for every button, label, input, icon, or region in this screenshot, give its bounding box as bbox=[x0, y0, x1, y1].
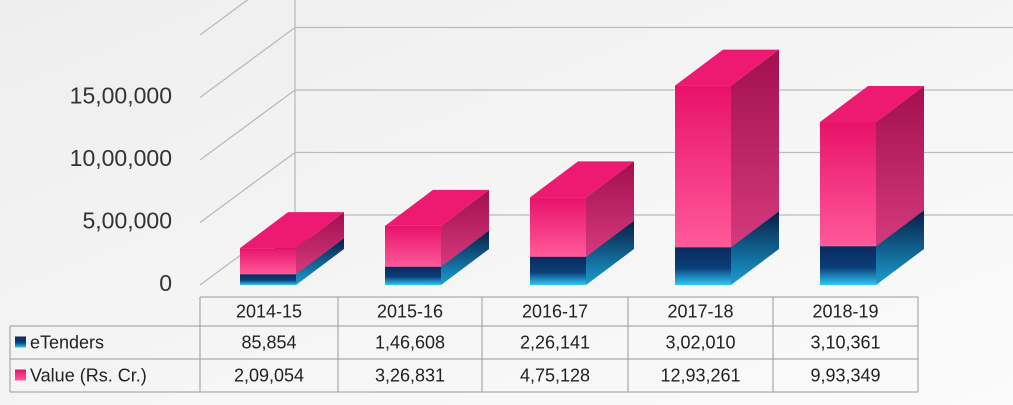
x-tick-label: 2016-17 bbox=[522, 301, 588, 321]
bar bbox=[385, 266, 441, 285]
table-value: 1,46,608 bbox=[375, 332, 445, 352]
bar-side bbox=[441, 189, 489, 267]
table-value: 4,75,128 bbox=[520, 365, 590, 385]
bar-side bbox=[731, 211, 779, 285]
bar bbox=[240, 274, 296, 285]
bar bbox=[675, 85, 731, 248]
bar-top bbox=[675, 49, 779, 86]
bar bbox=[675, 247, 731, 285]
table-value: 2,26,141 bbox=[520, 332, 590, 352]
bar bbox=[820, 122, 876, 247]
table-value: 3,26,831 bbox=[375, 365, 445, 385]
table-value: 12,93,261 bbox=[660, 365, 740, 385]
bar-top bbox=[240, 212, 344, 249]
bar-side bbox=[586, 220, 634, 285]
bar-side bbox=[586, 161, 634, 257]
x-tick-label: 2018-19 bbox=[812, 301, 878, 321]
y-tick-label: 15,00,000 bbox=[70, 83, 172, 109]
bar-side bbox=[296, 212, 344, 275]
bar-side bbox=[441, 230, 489, 285]
table-value: 3,02,010 bbox=[665, 332, 735, 352]
y-tick-label: 0 bbox=[159, 270, 172, 296]
x-tick-label: 2017-18 bbox=[667, 301, 733, 321]
legend-swatch bbox=[15, 369, 26, 381]
bar-top bbox=[530, 161, 634, 198]
legend-swatch bbox=[15, 336, 26, 348]
bar bbox=[240, 248, 296, 275]
bar-side bbox=[296, 238, 344, 285]
legend-label: eTenders bbox=[30, 332, 104, 352]
bar bbox=[530, 256, 586, 285]
bar bbox=[820, 246, 876, 285]
bar-side bbox=[876, 210, 924, 285]
legend-label: Value (Rs. Cr.) bbox=[30, 365, 147, 385]
x-tick-label: 2015-16 bbox=[377, 301, 443, 321]
table-value: 3,10,361 bbox=[810, 332, 880, 352]
y-tick-label: 5,00,000 bbox=[82, 208, 172, 234]
table-value: 85,854 bbox=[241, 332, 296, 352]
bar-side bbox=[731, 49, 779, 248]
bar bbox=[530, 197, 586, 257]
bar-side bbox=[876, 86, 924, 247]
table-value: 9,93,349 bbox=[810, 365, 880, 385]
bar-top bbox=[385, 189, 489, 226]
bar-top bbox=[820, 86, 924, 123]
plot-frame bbox=[199, 0, 249, 36]
table-value: 2,09,054 bbox=[234, 365, 304, 385]
x-tick-label: 2014-15 bbox=[236, 301, 302, 321]
bar bbox=[385, 225, 441, 267]
y-tick-label: 10,00,000 bbox=[70, 145, 172, 171]
